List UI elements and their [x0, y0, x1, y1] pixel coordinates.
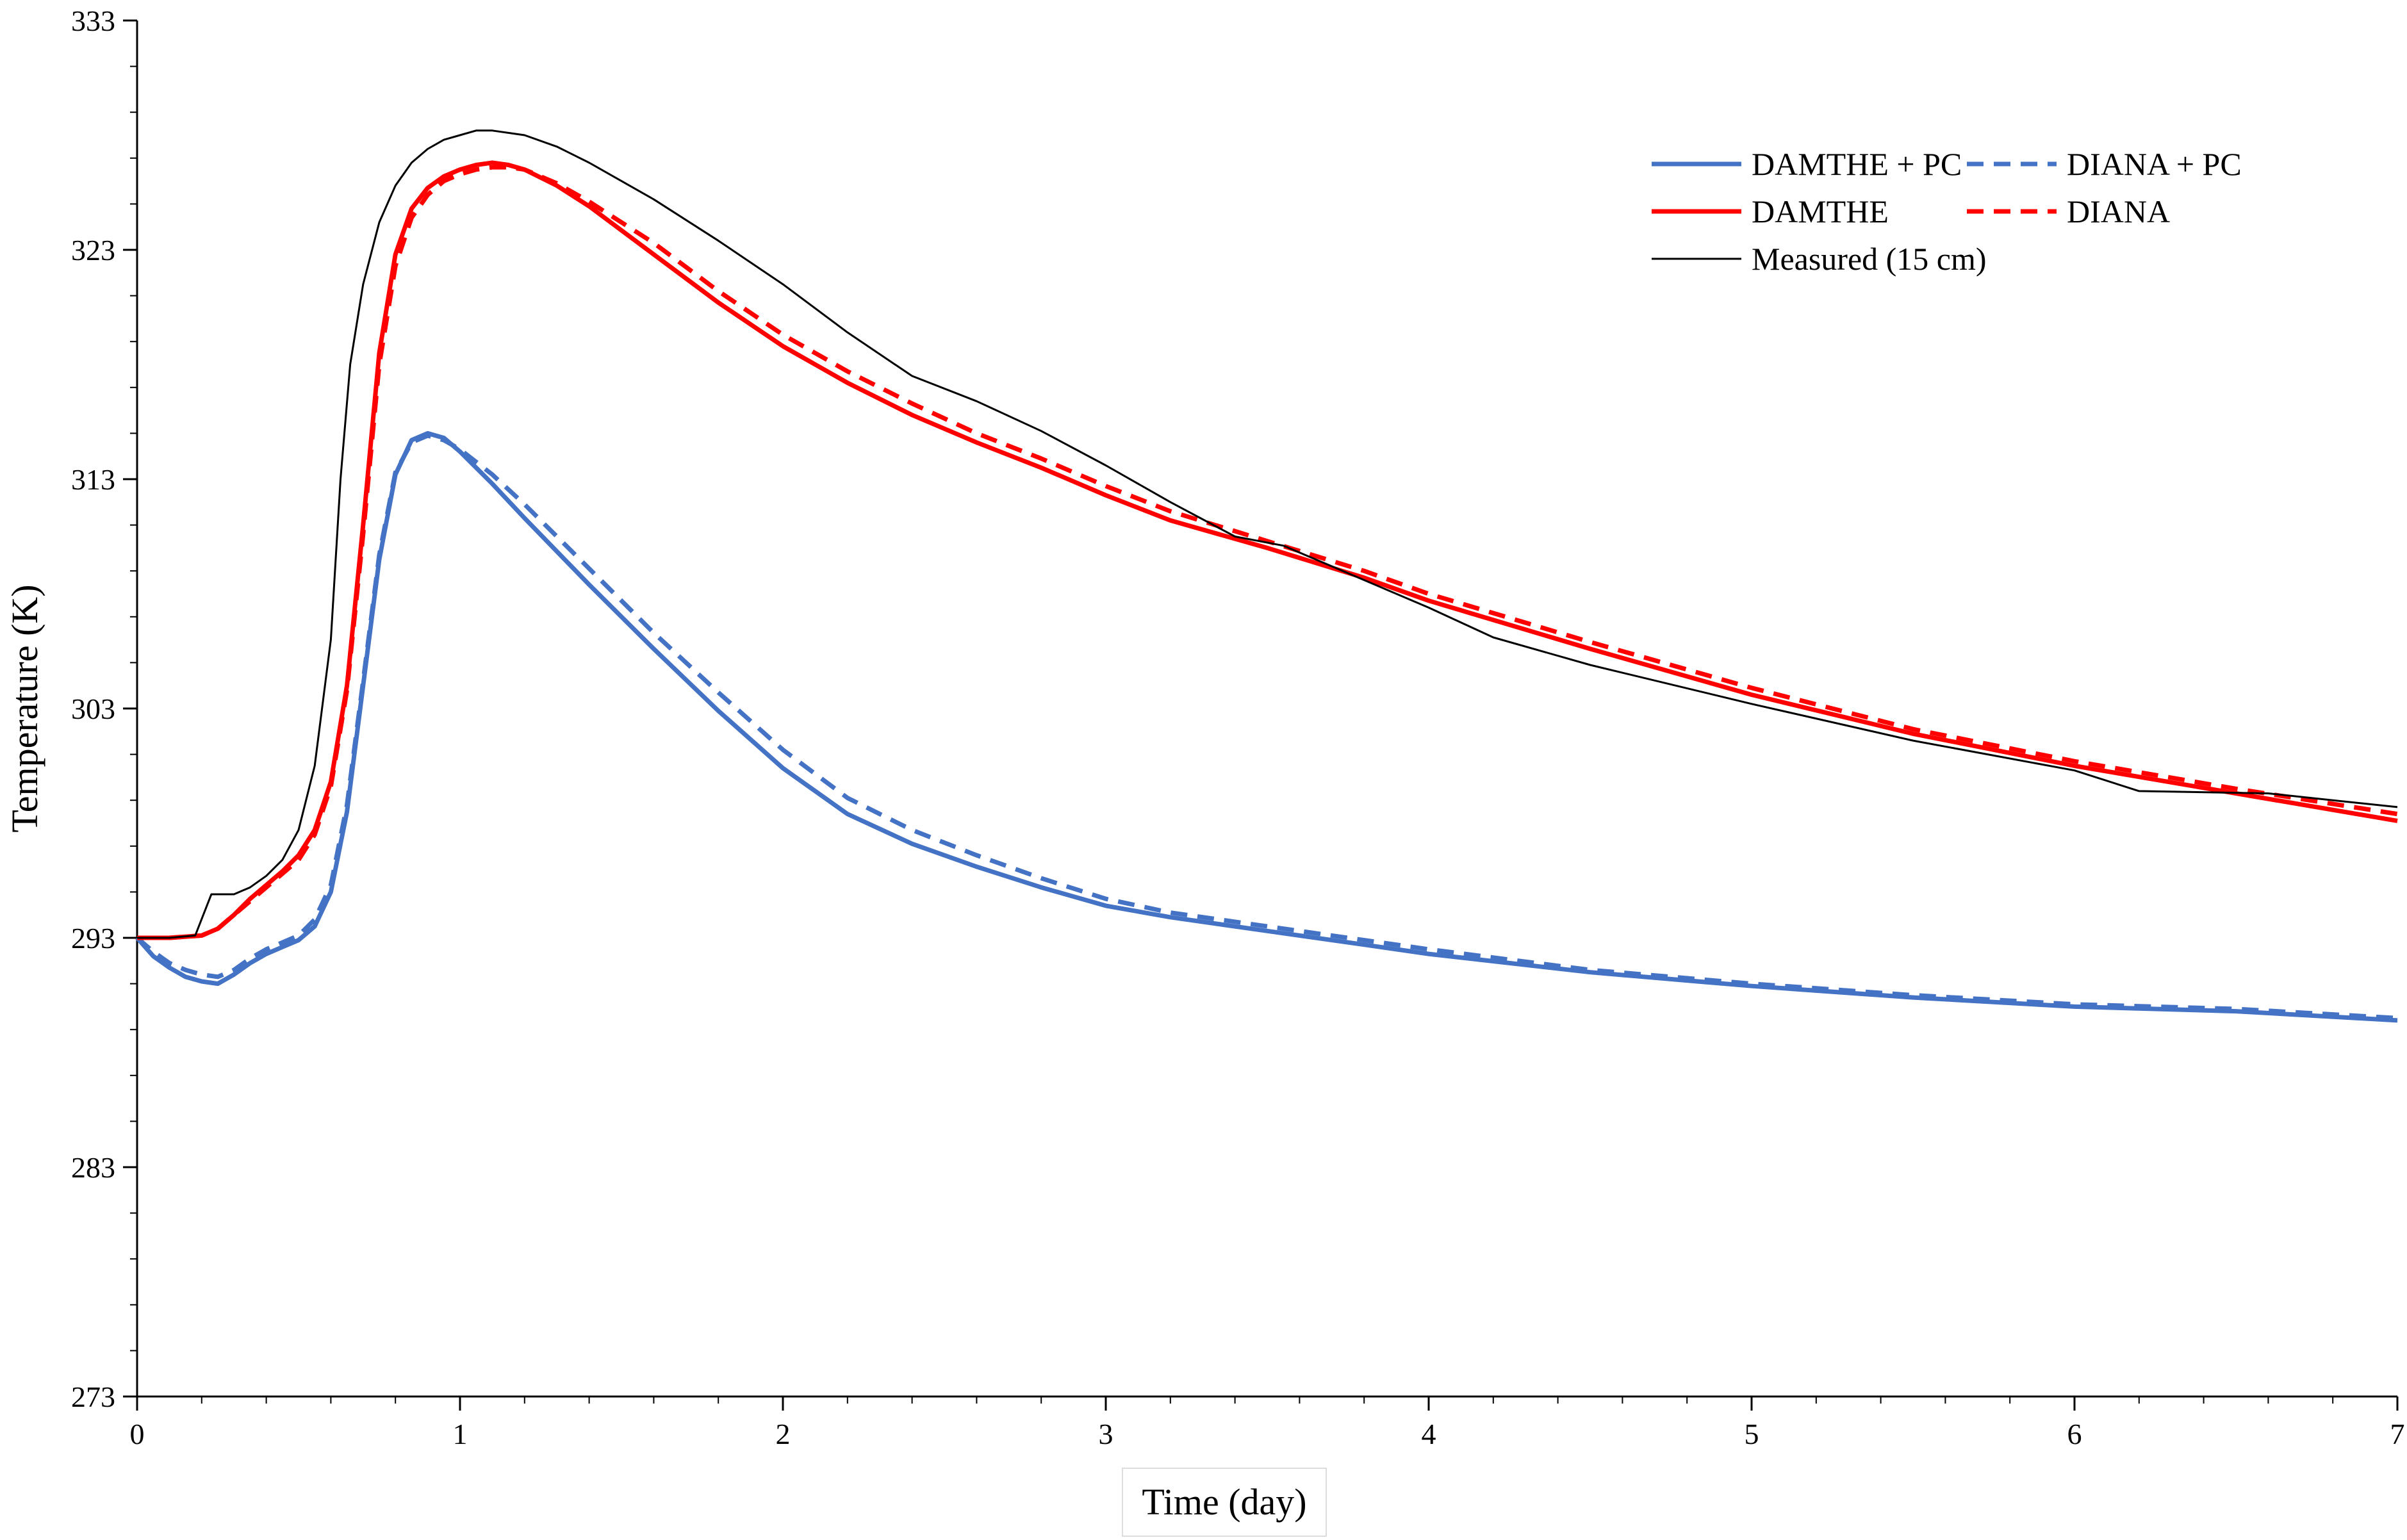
y-tick-label: 283 — [71, 1151, 115, 1184]
x-ticks: 0 1 2 3 4 5 6 7 — [130, 1397, 2405, 1450]
x-tick-label: 5 — [1745, 1418, 1759, 1450]
y-ticks: 273 283 293 303 313 323 333 — [71, 4, 137, 1413]
series-line-damthe — [137, 160, 2398, 940]
y-tick-label: 333 — [71, 4, 115, 37]
legend-label: DAMTHE + PC — [1752, 146, 1962, 182]
y-tick-label: 273 — [71, 1380, 115, 1413]
x-tick-label: 4 — [1422, 1418, 1436, 1450]
y-tick-label: 303 — [71, 692, 115, 725]
x-tick-label: 1 — [453, 1418, 468, 1450]
legend-label: DIANA — [2067, 193, 2170, 229]
y-tick-label: 313 — [71, 463, 115, 496]
y-tick-label: 323 — [71, 234, 115, 266]
x-tick-label: 3 — [1099, 1418, 1113, 1450]
x-tick-label: 7 — [2390, 1418, 2405, 1450]
series-line-diana — [137, 165, 2398, 940]
x-axis-title: Time (day) — [1142, 1481, 1306, 1523]
legend: DAMTHE + PC DIANA + PC DAMTHE DIANA Measured… — [1652, 146, 2242, 277]
axes: 273 283 293 303 313 323 333 0 1 2 3 4 5 6 7 — [71, 4, 2405, 1450]
series-line-damthe-pc — [135, 430, 2398, 1023]
series-layer — [135, 129, 2398, 1023]
x-tick-label: 2 — [776, 1418, 791, 1450]
y-tick-label: 293 — [71, 922, 115, 954]
legend-label: Measured (15 cm) — [1752, 241, 1987, 277]
y-axis-title: Temperature (K) — [4, 584, 45, 832]
series-line-measured-15-cm — [137, 129, 2398, 939]
x-tick-label: 6 — [2067, 1418, 2082, 1450]
legend-label: DAMTHE — [1752, 193, 1889, 229]
series-line-diana-pc — [135, 433, 2398, 1020]
x-axis-title-box — [1122, 1468, 1327, 1537]
x-tick-label: 0 — [130, 1418, 145, 1450]
legend-label: DIANA + PC — [2067, 146, 2242, 182]
